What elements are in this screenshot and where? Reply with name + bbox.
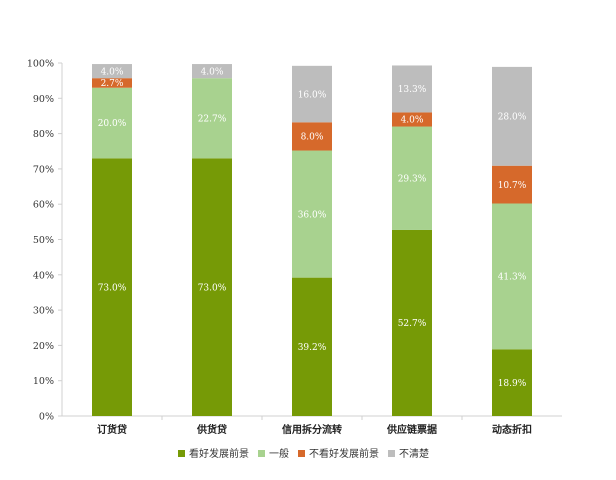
- data-label: 18.9%: [498, 379, 527, 389]
- x-category-label: 供应链票据: [386, 423, 437, 436]
- legend-swatch: [388, 450, 395, 457]
- data-label: 20.0%: [98, 119, 127, 129]
- bar-segment: [92, 158, 132, 416]
- data-label: 28.0%: [498, 113, 527, 123]
- data-label: 4.0%: [201, 67, 224, 77]
- bar-segment: [92, 64, 132, 79]
- legend-label: 不看好发展前景: [309, 447, 379, 460]
- y-tick-label: 50%: [33, 235, 54, 246]
- y-tick-label: 20%: [33, 341, 54, 352]
- data-label: 2.7%: [101, 79, 124, 89]
- bar-segment: [192, 64, 232, 79]
- data-label: 22.7%: [198, 114, 227, 124]
- bar-segment: [292, 65, 332, 123]
- data-label: 16.0%: [298, 90, 327, 100]
- bar-segment: [292, 277, 332, 416]
- data-label: 10.7%: [498, 181, 527, 191]
- chart-legend: 看好发展前景 一般 不看好发展前景 不清楚: [178, 447, 429, 460]
- data-label: 73.0%: [198, 283, 227, 293]
- chart-data-labels: 73.0% 20.0% 2.7% 4.0% 73.0% 22.7% 4.0% 39.2% 36.…: [98, 67, 527, 389]
- y-tick-label: 0%: [39, 412, 54, 423]
- chart-axes: 0% 10% 20% 30% 40% 50% 60% 70% 80% 90% 100% 订货贷 供货贷 信…: [27, 59, 562, 436]
- chart-bars: [92, 64, 532, 416]
- y-tick-label: 70%: [33, 164, 54, 175]
- data-label: 73.0%: [98, 283, 127, 293]
- bar-segment: [492, 349, 532, 416]
- data-label: 52.7%: [398, 319, 427, 329]
- bar-segment: [392, 112, 432, 127]
- x-category-label: 动态折扣: [492, 423, 532, 436]
- legend-label: 看好发展前景: [189, 447, 249, 460]
- legend-swatch: [298, 450, 305, 457]
- x-category-label: 信用拆分流转: [282, 423, 342, 436]
- bar-segment: [92, 87, 132, 159]
- bar-segment: [392, 229, 432, 416]
- bar-segment: [192, 158, 232, 416]
- data-label: 4.0%: [401, 116, 424, 126]
- data-label: 39.2%: [298, 343, 327, 353]
- legend-swatch: [178, 450, 185, 457]
- data-label: 29.3%: [398, 174, 427, 184]
- legend-label: 不清楚: [399, 447, 429, 460]
- data-label: 4.0%: [101, 67, 124, 77]
- bar-segment: [492, 203, 532, 350]
- bar-segment: [192, 78, 232, 159]
- y-tick-label: 60%: [33, 200, 54, 211]
- bar-segment: [392, 126, 432, 230]
- y-tick-label: 90%: [33, 94, 54, 105]
- legend-swatch: [258, 450, 265, 457]
- data-label: 41.3%: [498, 273, 527, 283]
- y-tick-label: 30%: [33, 306, 54, 317]
- bar-segment: [492, 66, 532, 166]
- y-tick-label: 10%: [33, 376, 54, 387]
- y-tick-label: 40%: [33, 270, 54, 281]
- bar-segment: [292, 122, 332, 151]
- data-label: 8.0%: [301, 133, 324, 143]
- bar-segment: [292, 150, 332, 278]
- x-category-label: 订货贷: [97, 423, 127, 436]
- bar-segment: [92, 78, 132, 88]
- bar-segment: [492, 165, 532, 204]
- y-tick-label: 80%: [33, 129, 54, 140]
- data-label: 13.3%: [398, 85, 427, 95]
- data-label: 36.0%: [298, 210, 327, 220]
- bar-segment: [392, 65, 432, 113]
- x-category-label: 供货贷: [196, 423, 227, 436]
- y-tick-label: 100%: [27, 59, 54, 70]
- legend-label: 一般: [269, 447, 289, 460]
